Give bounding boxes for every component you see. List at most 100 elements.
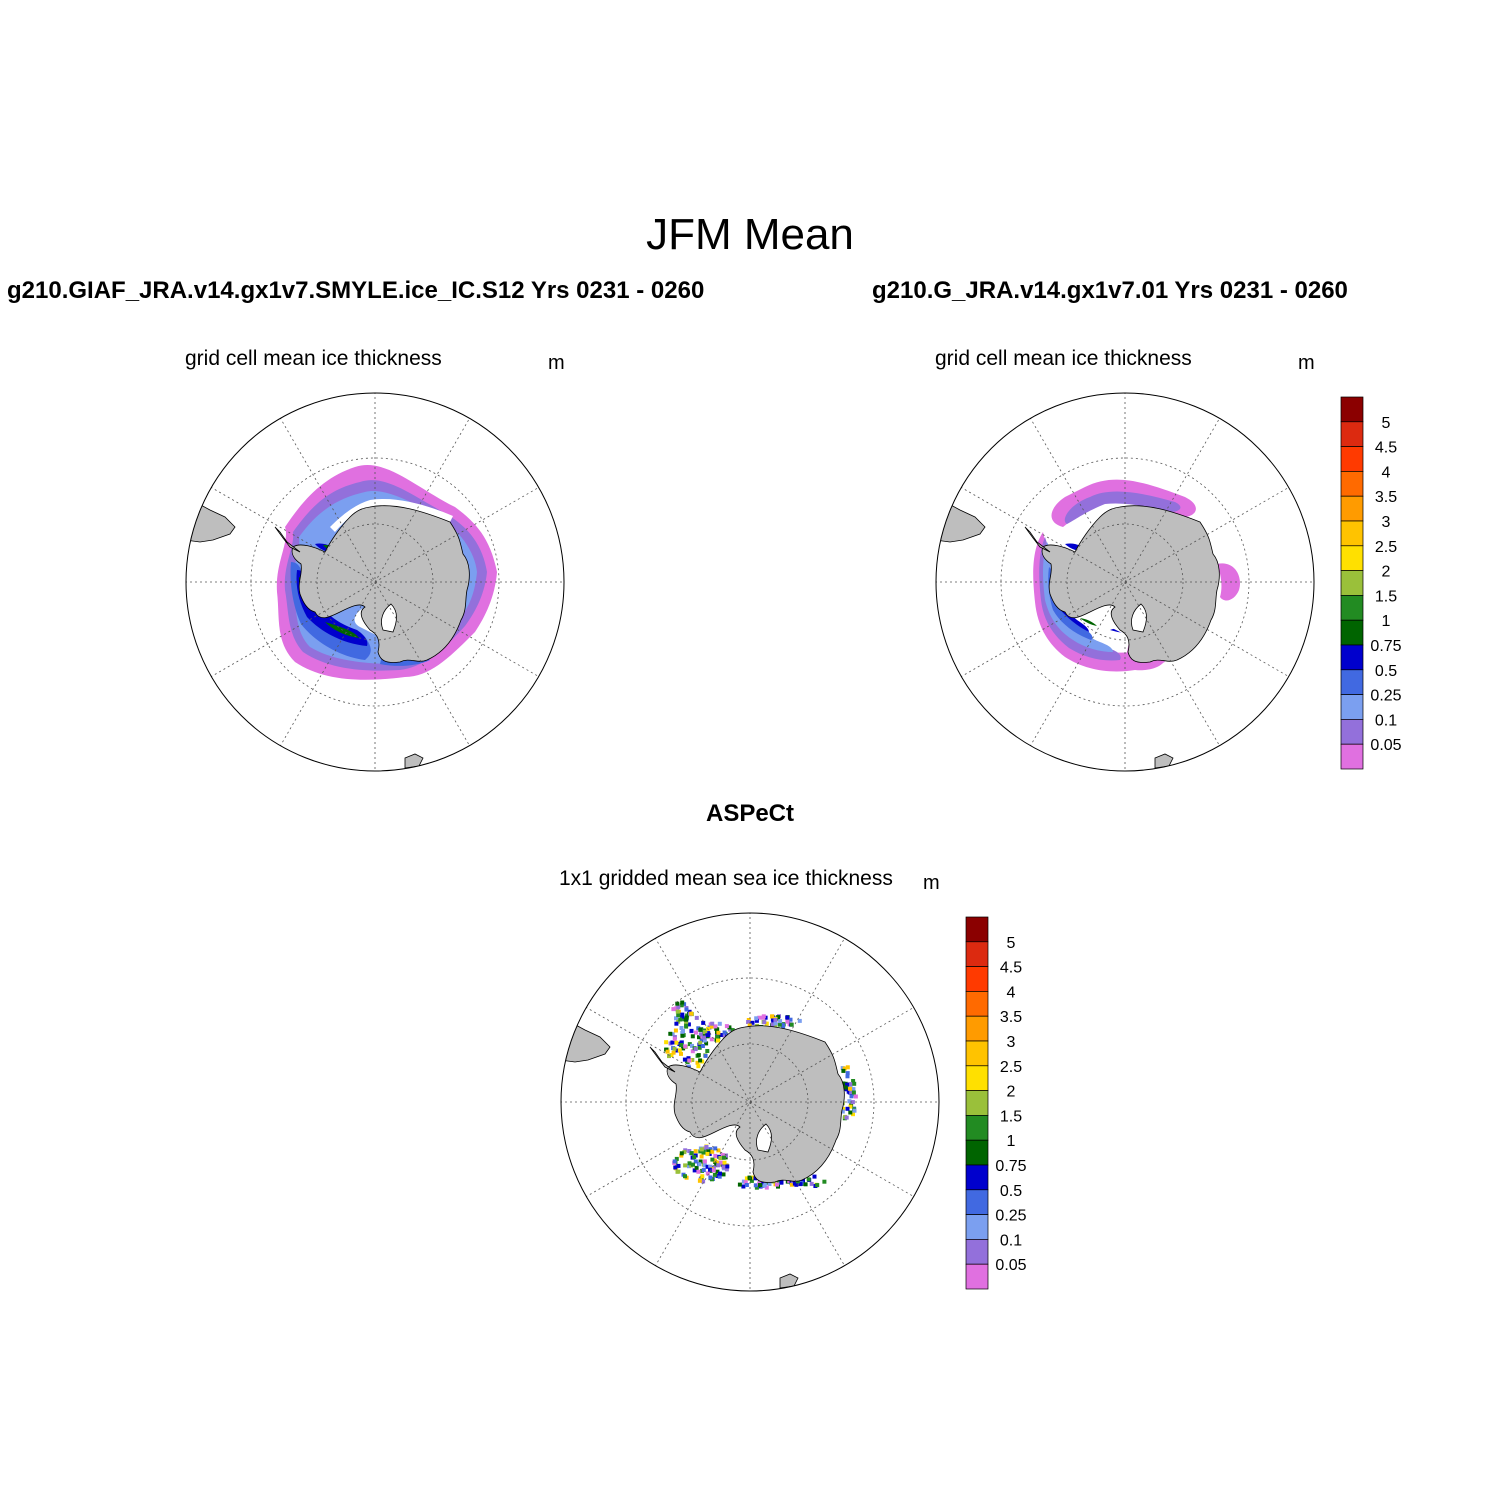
colorbar-swatch: [1340, 595, 1364, 621]
obs-pixel: [841, 1106, 846, 1111]
obs-pixel: [697, 1035, 701, 1040]
obs-pixel: [718, 1171, 722, 1176]
obs-pixel: [697, 1178, 702, 1183]
colorbar-tick-label: 0.5: [1000, 1183, 1022, 1200]
colorbar-swatch: [965, 966, 989, 992]
obs-pixel: [754, 1016, 759, 1021]
obs-pixel: [705, 1033, 710, 1038]
colorbar-swatch: [1340, 570, 1364, 596]
obs-pixel: [852, 1081, 857, 1086]
graticule: [186, 393, 564, 771]
obs-pixel: [715, 1174, 720, 1178]
colorbar-swatch: [965, 916, 989, 943]
obs-pixel: [705, 1171, 710, 1176]
obs-pixel: [686, 1022, 691, 1027]
obs-pixel: [848, 1110, 853, 1115]
colorbar-swatch: [965, 1065, 989, 1091]
obs-pixel: [676, 1163, 681, 1168]
obs-pixel: [746, 1020, 751, 1024]
colorbar-tick-label: 3: [1007, 1034, 1016, 1051]
obs-pixel: [750, 1020, 755, 1025]
panel-2-title: g210.G_JRA.v14.gx1v7.01 Yrs 0231 - 0260: [872, 277, 1348, 304]
obs-pixel: [730, 1028, 735, 1033]
obs-pixel: [780, 1022, 785, 1027]
obs-pixel: [809, 1181, 814, 1186]
obs-pixel: [801, 1178, 805, 1183]
obs-pixel: [676, 1004, 681, 1009]
colorbar-swatch: [965, 1189, 989, 1215]
obs-pixel: [692, 1155, 697, 1160]
obs-pixel: [674, 1040, 679, 1045]
map-boundary: [935, 392, 1315, 772]
obs-pixel: [773, 1021, 778, 1026]
obs-pixel: [693, 1047, 698, 1052]
obs-pixel: [708, 1164, 713, 1169]
obs-pixel: [713, 1153, 718, 1158]
obs-pixel: [792, 1181, 797, 1186]
obs-pixel: [852, 1108, 857, 1113]
obs-pixel: [678, 1017, 683, 1022]
obs-pixel: [757, 1015, 762, 1020]
obs-pixel: [722, 1033, 727, 1038]
obs-pixel: [695, 1060, 700, 1065]
colorbar-swatch: [965, 1164, 989, 1191]
obs-pixel: [698, 1040, 703, 1045]
obs-pixel: [679, 1153, 684, 1158]
ice-band-0.75: [1050, 574, 1130, 633]
obs-pixel: [699, 1027, 704, 1032]
obs-pixel: [753, 1183, 758, 1188]
obs-pixel: [785, 1015, 790, 1020]
obs-pixel: [718, 1160, 723, 1165]
colorbar-swatch: [965, 1015, 989, 1042]
obs-pixel: [690, 1034, 695, 1039]
obs-pixel: [705, 1049, 710, 1053]
obs-pixel: [773, 1024, 778, 1029]
colorbar-tick-label: 4.5: [1375, 440, 1397, 457]
graticule: [561, 913, 939, 1291]
obs-pixel: [692, 1168, 697, 1173]
colorbar-tick-label: 3: [1382, 514, 1391, 531]
obs-pixel: [822, 1179, 827, 1184]
obs-pixel: [842, 1066, 847, 1071]
colorbar-swatch: [1340, 545, 1364, 571]
obs-pixel: [850, 1100, 855, 1105]
obs-pixel: [696, 1053, 701, 1058]
colorbar-swatch: [965, 1139, 989, 1166]
obs-pixel: [841, 1081, 846, 1086]
colorbar-tick-label: 3.5: [1000, 1009, 1022, 1026]
obs-pixel: [777, 1022, 782, 1027]
obs-pixel: [703, 1053, 708, 1058]
colorbar-tick-label: 2: [1007, 1084, 1016, 1101]
obs-pixel: [713, 1146, 718, 1151]
colorbar-tick-label: 0.5: [1375, 663, 1397, 680]
obs-pixel: [681, 1029, 685, 1033]
obs-pixel: [797, 1018, 802, 1023]
obs-pixel: [675, 1048, 680, 1053]
obs-pixel: [690, 1058, 695, 1062]
obs-pixel: [682, 1150, 687, 1155]
obs-pixel: [851, 1079, 856, 1083]
ice-band-0.1: [1039, 491, 1181, 661]
obs-pixel: [750, 1175, 755, 1180]
obs-pixel: [701, 1035, 706, 1040]
obs-pixel: [812, 1174, 817, 1179]
obs-pixel: [672, 1046, 677, 1051]
obs-pixel: [728, 1027, 733, 1032]
obs-pixel: [849, 1094, 854, 1099]
obs-pixel: [848, 1104, 853, 1109]
obs-pixel: [788, 1017, 793, 1022]
obs-pixel: [680, 1014, 685, 1019]
obs-pixel: [758, 1183, 762, 1187]
obs-pixel: [700, 1059, 705, 1064]
obs-pixel: [684, 1007, 689, 1012]
obs-pixel: [698, 1159, 703, 1164]
colorbar-bottom: 5 4.5 4 3.5 3 2.5 2 1.5 1 0.75 0.5 0.25 0.1 0.05: [965, 916, 1027, 1290]
obs-pixel: [708, 1167, 712, 1172]
obs-pixel: [704, 1041, 709, 1046]
obs-pixel: [699, 1147, 704, 1152]
colorbar-tick-label: 0.25: [995, 1208, 1026, 1225]
colorbar-tick-label: 1: [1007, 1133, 1016, 1150]
obs-pixel: [709, 1024, 714, 1029]
map-boundary: [185, 392, 565, 772]
obs-pixel: [706, 1149, 711, 1154]
